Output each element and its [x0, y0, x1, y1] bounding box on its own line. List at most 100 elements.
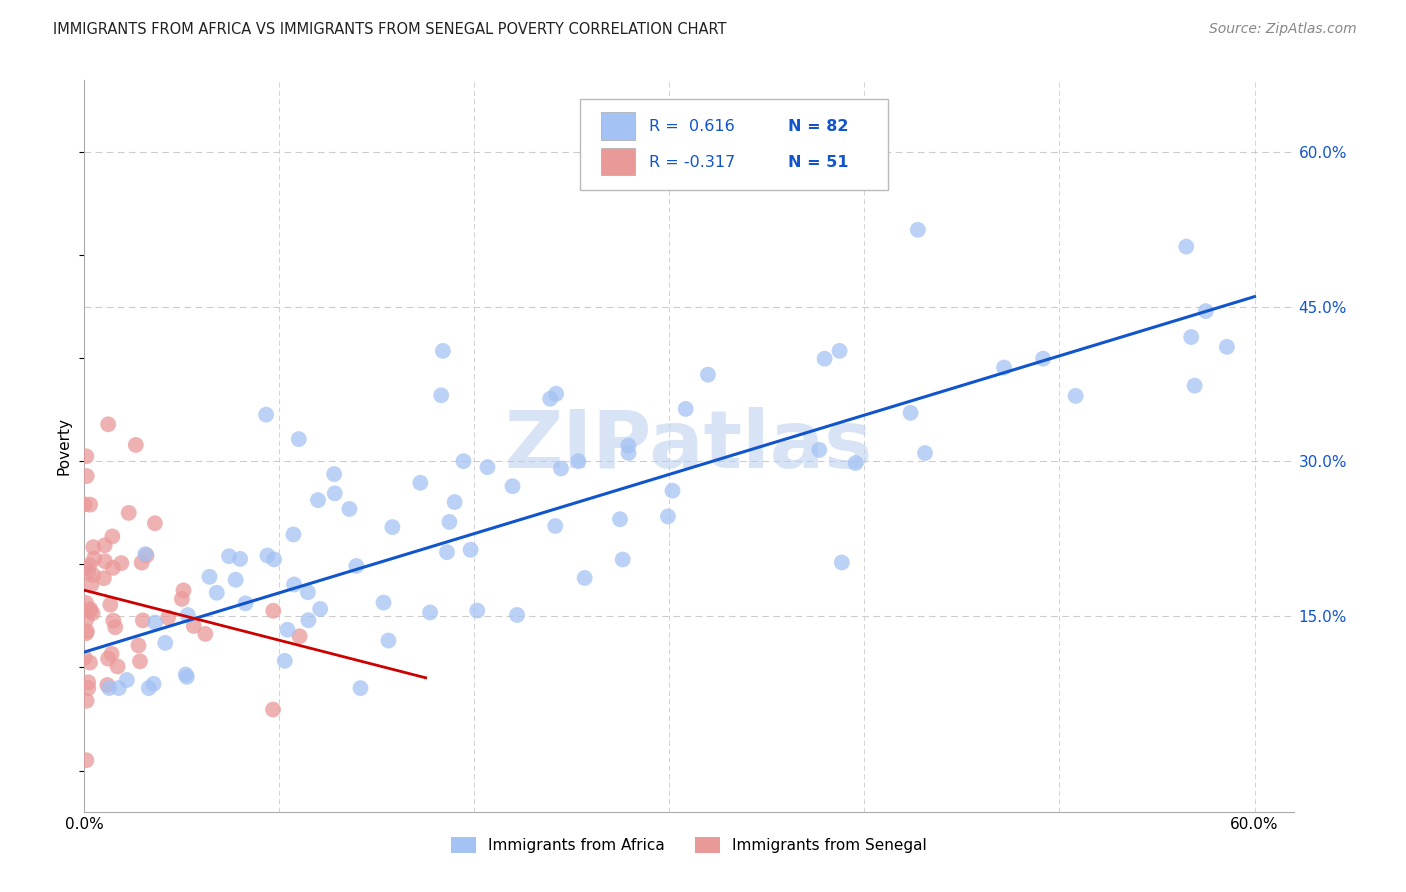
Text: IMMIGRANTS FROM AFRICA VS IMMIGRANTS FROM SENEGAL POVERTY CORRELATION CHART: IMMIGRANTS FROM AFRICA VS IMMIGRANTS FRO…: [53, 22, 727, 37]
Point: [75, 626, 97, 640]
Point: [107, 659, 129, 673]
Point: [73, 650, 96, 665]
Point: [76, 694, 98, 708]
Point: [506, 607, 529, 622]
Point: [96, 678, 118, 692]
Point: [550, 461, 572, 475]
Point: [697, 368, 720, 382]
Point: [436, 545, 458, 559]
Point: [157, 610, 180, 624]
Point: [262, 604, 284, 618]
Point: [307, 493, 329, 508]
Point: [274, 654, 297, 668]
Point: [377, 633, 399, 648]
Point: [205, 586, 228, 600]
Point: [381, 520, 404, 534]
Point: [373, 596, 395, 610]
Text: N = 51: N = 51: [789, 154, 849, 169]
Point: [262, 702, 284, 716]
Point: [143, 615, 166, 630]
Point: [609, 512, 631, 526]
Point: [134, 547, 156, 561]
Point: [419, 606, 441, 620]
Point: [1175, 239, 1198, 253]
Point: [198, 570, 221, 584]
Point: [79, 498, 101, 512]
Point: [98, 681, 121, 695]
Point: [256, 549, 278, 563]
Point: [142, 677, 165, 691]
Point: [143, 516, 166, 531]
Point: [172, 583, 194, 598]
Point: [297, 613, 319, 627]
FancyBboxPatch shape: [600, 112, 634, 140]
Point: [174, 667, 197, 681]
Point: [567, 454, 589, 468]
Point: [107, 681, 129, 695]
Point: [617, 439, 640, 453]
Point: [900, 406, 922, 420]
FancyBboxPatch shape: [600, 147, 634, 176]
Point: [1195, 304, 1218, 318]
Point: [1216, 340, 1239, 354]
Point: [845, 456, 868, 470]
Point: [131, 556, 153, 570]
Point: [132, 614, 155, 628]
Legend: Immigrants from Africa, Immigrants from Senegal: Immigrants from Africa, Immigrants from …: [446, 830, 932, 859]
Point: [138, 681, 160, 695]
Point: [170, 591, 193, 606]
Point: [349, 681, 371, 695]
Point: [77, 681, 100, 695]
Point: [110, 556, 132, 570]
Point: [443, 495, 465, 509]
Point: [225, 573, 247, 587]
Point: [235, 596, 257, 610]
Point: [430, 388, 453, 402]
Point: [283, 527, 305, 541]
Point: [276, 623, 298, 637]
FancyBboxPatch shape: [581, 99, 889, 190]
Point: [287, 432, 309, 446]
Point: [453, 454, 475, 468]
Point: [103, 614, 125, 628]
Text: Source: ZipAtlas.com: Source: ZipAtlas.com: [1209, 22, 1357, 37]
Point: [612, 552, 634, 566]
Point: [104, 620, 127, 634]
Point: [76, 624, 98, 639]
Point: [808, 442, 831, 457]
Point: [98, 598, 121, 612]
Point: [135, 549, 157, 563]
Point: [538, 392, 561, 406]
Point: [546, 386, 568, 401]
Point: [439, 515, 461, 529]
Point: [100, 647, 122, 661]
Point: [460, 542, 482, 557]
Point: [176, 670, 198, 684]
Point: [75, 561, 97, 575]
Point: [97, 651, 120, 665]
Point: [77, 675, 100, 690]
Point: [339, 502, 361, 516]
Point: [118, 506, 141, 520]
Point: [82, 568, 104, 582]
Point: [94, 554, 117, 568]
Point: [828, 343, 851, 358]
Point: [76, 469, 98, 483]
Point: [344, 559, 367, 574]
Point: [97, 417, 120, 432]
Point: [297, 585, 319, 599]
Point: [914, 446, 936, 460]
Y-axis label: Poverty: Poverty: [56, 417, 72, 475]
Point: [657, 509, 679, 524]
Point: [75, 613, 97, 627]
Point: [1064, 389, 1087, 403]
Point: [73, 497, 96, 511]
Point: [101, 529, 124, 543]
Point: [177, 608, 200, 623]
Point: [115, 673, 138, 687]
Point: [544, 519, 567, 533]
Point: [323, 486, 346, 500]
Point: [283, 577, 305, 591]
Point: [77, 566, 100, 580]
Point: [432, 343, 454, 358]
